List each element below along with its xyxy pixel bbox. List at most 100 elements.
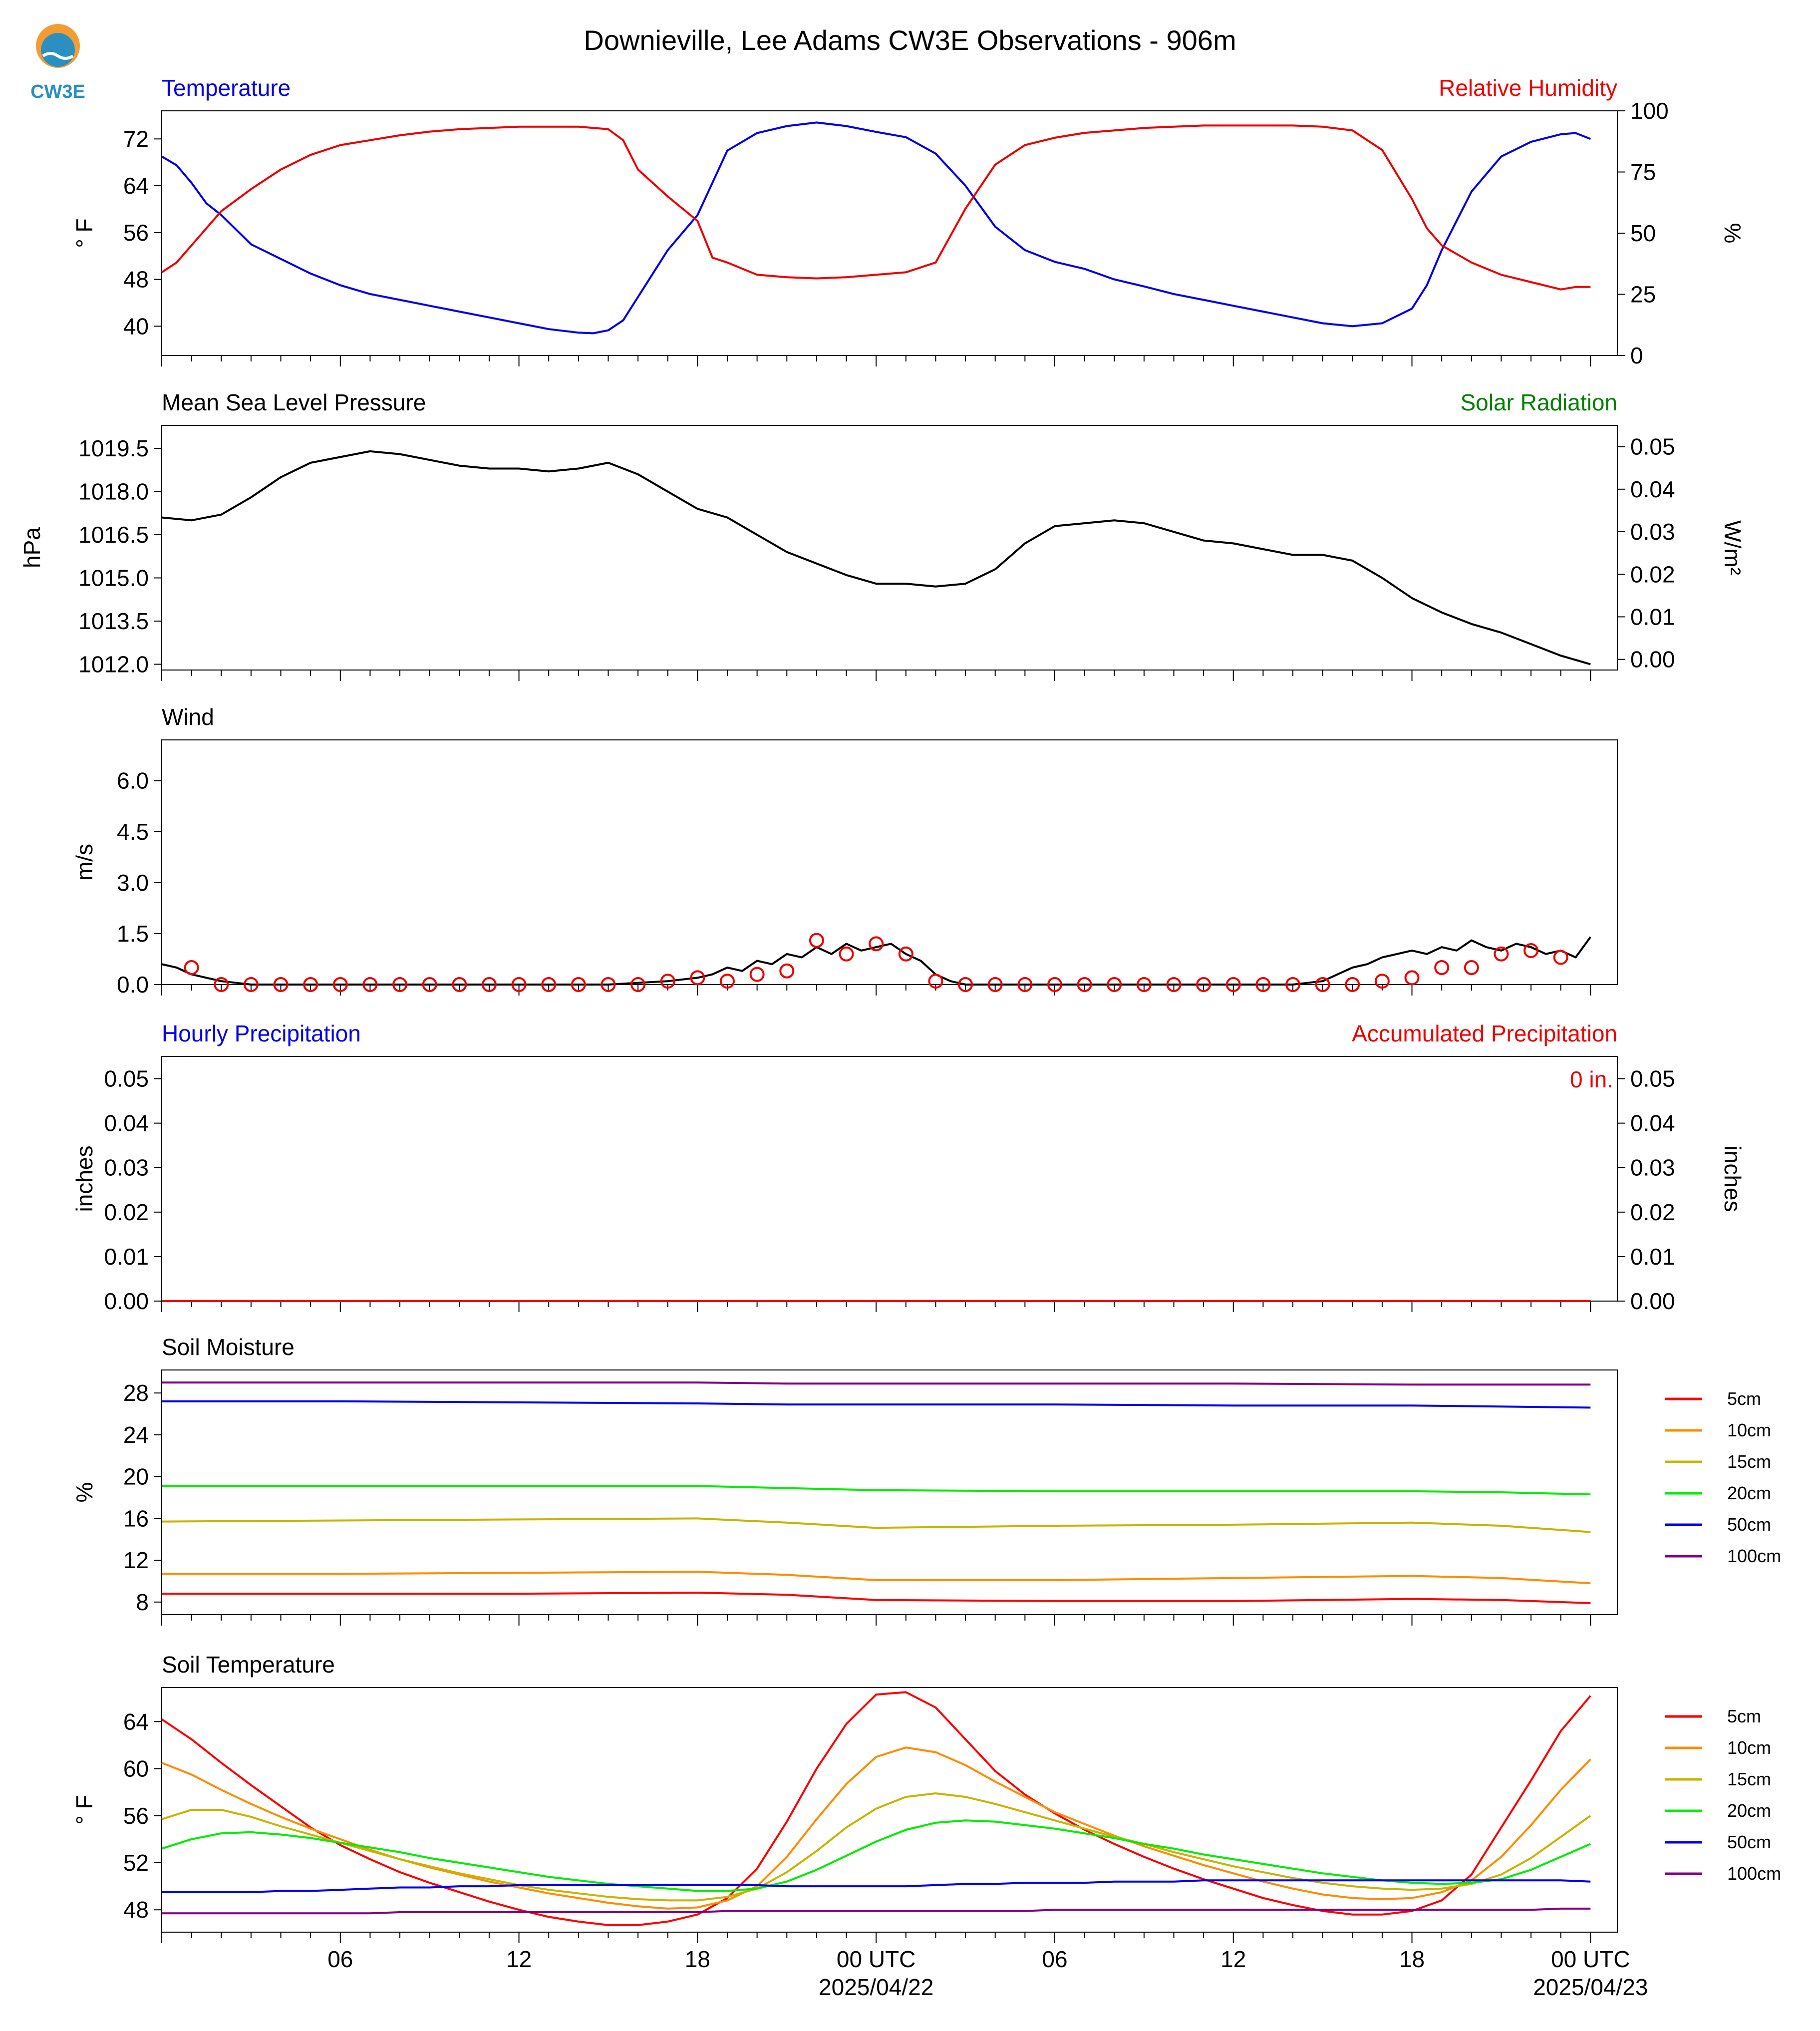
panel-right-title-precip: Accumulated Precipitation (1352, 1020, 1617, 1046)
ytick-label: 0.0 (117, 972, 149, 998)
series-line-wind-wind (161, 936, 1591, 986)
ytick-label: 4.5 (117, 819, 149, 845)
logo-wave-icon (42, 52, 74, 60)
xtick-label: 12 (506, 1946, 532, 1972)
ytick-label: 1.5 (117, 921, 149, 947)
panel-frame-wind (161, 739, 1618, 985)
ytick-right-label: 0.04 (1630, 1110, 1675, 1136)
legend-label-20cm: 20cm (1727, 1483, 1771, 1503)
ytick-label: 24 (123, 1422, 149, 1448)
ylabel-wind: m/s (71, 844, 97, 881)
xtick-label: 00 UTC (837, 1946, 915, 1972)
ytick-label: 0.01 (104, 1244, 149, 1270)
legend-label-5cm: 5cm (1727, 1706, 1761, 1726)
xtick-label: 06 (1042, 1946, 1067, 1972)
wind-direction-marker (541, 977, 557, 992)
wind-direction-marker (720, 974, 735, 989)
ytick-right-label: 50 (1630, 220, 1656, 246)
ytick-right-label: 0.02 (1630, 561, 1675, 587)
series-line-soil_moisture-50cm (162, 1400, 1591, 1409)
wind-direction-marker (601, 977, 616, 992)
wind-direction-marker (392, 977, 408, 992)
ytick-label: 20 (123, 1464, 149, 1490)
panel-frame-temp_rh (161, 110, 1618, 356)
panel-title-pressure: Mean Sea Level Pressure (162, 389, 426, 415)
wind-direction-marker (214, 977, 229, 992)
series-line-soil_temperature-100cm (162, 1907, 1591, 1915)
ytick-label: 8 (136, 1589, 149, 1615)
ylabel-right-pressure: W/m² (1720, 520, 1746, 575)
wind-direction-marker (332, 977, 348, 992)
wind-direction-marker (839, 946, 854, 962)
ytick-label: 0.04 (104, 1110, 149, 1136)
series-line-soil_moisture-5cm (162, 1592, 1591, 1604)
logo-text: CW3E (30, 81, 85, 102)
xtick-label: 06 (327, 1946, 353, 1972)
series-line-soil_temperature-50cm (162, 1879, 1591, 1893)
wind-direction-marker (928, 974, 943, 989)
ytick-label: 56 (123, 220, 149, 246)
wind-direction-marker (869, 936, 884, 952)
legend-label-15cm: 15cm (1727, 1769, 1771, 1789)
wind-direction-marker (1225, 977, 1241, 992)
ylabel-soil_moisture: % (71, 1482, 97, 1503)
ytick-label: 0.05 (104, 1066, 149, 1092)
ytick-right-label: 0.00 (1630, 1288, 1675, 1314)
panel-frame-pressure (161, 425, 1618, 671)
ytick-right-label: 0.05 (1630, 1066, 1675, 1092)
wind-direction-marker (779, 963, 795, 979)
ytick-right-label: 0.05 (1630, 434, 1675, 460)
ytick-label: 1015.0 (78, 565, 149, 591)
wind-direction-marker (1285, 977, 1301, 992)
wind-direction-marker (809, 933, 824, 948)
wind-direction-marker (303, 977, 318, 992)
series-line-soil_moisture-10cm (162, 1571, 1591, 1585)
series-line-soil_temperature-20cm (161, 1819, 1591, 1892)
series-line-soil_moisture-20cm (162, 1485, 1591, 1496)
wind-direction-marker (1017, 977, 1033, 992)
ylabel-soil_temperature: ° F (71, 1795, 97, 1824)
ytick-label: 12 (123, 1547, 149, 1573)
series-line-soil_moisture-100cm (162, 1381, 1591, 1386)
ytick-right-label: 0.03 (1630, 1155, 1675, 1181)
legend-label-10cm: 10cm (1727, 1420, 1771, 1440)
legend-label-20cm: 20cm (1727, 1800, 1771, 1821)
wind-direction-marker (898, 946, 913, 962)
panel-title-soil_moisture: Soil Moisture (162, 1334, 295, 1360)
ytick-label: 28 (123, 1380, 149, 1406)
xtick-label: 18 (1399, 1946, 1425, 1972)
ytick-label: 52 (123, 1850, 149, 1876)
ytick-label: 1013.5 (78, 608, 149, 634)
wind-direction-marker (243, 977, 259, 992)
wind-direction-marker (690, 970, 705, 986)
wind-direction-marker (1494, 946, 1509, 962)
panel-right-title-pressure: Solar Radiation (1460, 389, 1617, 415)
panel-title-precip: Hourly Precipitation (162, 1020, 361, 1046)
ylabel-precip: inches (71, 1146, 97, 1212)
series-line-temp_rh-temperature (161, 121, 1591, 335)
ytick-label: 64 (123, 1708, 149, 1734)
panel-frame-precip (161, 1056, 1618, 1302)
wind-direction-marker (987, 977, 1003, 992)
ytick-right-label: 75 (1630, 159, 1656, 185)
logo-drop-icon (41, 33, 75, 67)
ytick-label: 0.00 (104, 1288, 149, 1314)
legend-label-50cm: 50cm (1727, 1514, 1771, 1535)
ytick-right-label: 0 (1630, 342, 1643, 368)
ytick-label: 6.0 (117, 768, 149, 794)
ytick-right-label: 0.01 (1630, 1244, 1675, 1270)
ytick-right-label: 0.01 (1630, 604, 1675, 630)
ytick-label: 48 (123, 1897, 149, 1923)
xdate-label: 2025/04/23 (1533, 1974, 1648, 2000)
series-line-pressure-pressure (161, 450, 1591, 666)
ytick-label: 0.03 (104, 1155, 149, 1181)
ytick-label: 16 (123, 1505, 149, 1531)
ytick-right-label: 100 (1630, 98, 1669, 124)
cw3e-logo: CW3E (30, 24, 85, 102)
series-line-soil_temperature-10cm (161, 1746, 1591, 1910)
wind-direction-marker (1404, 970, 1420, 986)
ytick-label: 60 (123, 1756, 149, 1782)
wind-direction-marker (1196, 977, 1212, 992)
wind-direction-marker (1345, 977, 1360, 992)
